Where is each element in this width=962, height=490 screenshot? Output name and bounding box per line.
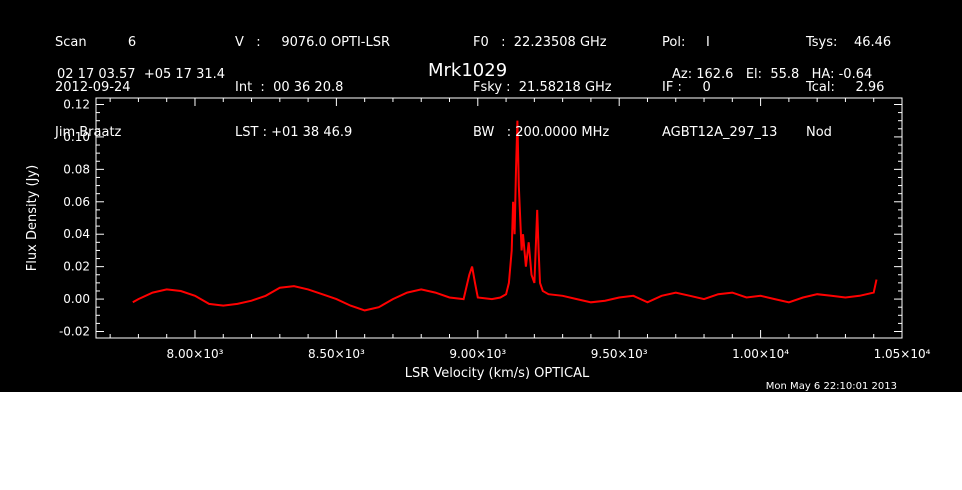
y-tick-label: 0.12	[63, 97, 90, 111]
if-number: IF : 0	[662, 80, 711, 95]
lst-value: LST : +01 38 46.9	[235, 125, 353, 140]
x-tick-label: 1.05×10⁴	[874, 347, 931, 361]
frequency-info-block: F0 : 22.23508 GHz Fsky : 21.58218 GHz BW…	[473, 5, 612, 170]
project-id: AGBT12A_297_13	[662, 125, 778, 140]
scan-number: Scan 6	[55, 35, 137, 50]
spectrum-chart: 8.00×10³ 8.50×10³ 9.00×10³ 9.50×10³ 1.00×10⁴…	[25, 97, 931, 392]
series-line	[132, 120, 878, 312]
rest-frequency: F0 : 22.23508 GHz	[473, 35, 607, 50]
x-axis-label: LSR Velocity (km/s) OPTICAL	[405, 366, 590, 381]
timestamp: Mon May 6 22:10:01 2013	[766, 381, 897, 392]
x-tick-label: 9.50×10³	[591, 347, 648, 361]
tsys-value: Tsys: 46.46	[806, 35, 892, 50]
observer-name: Jim Braatz	[55, 125, 122, 140]
x-axis-ticks: 8.00×10³ 8.50×10³ 9.00×10³ 9.50×10³ 1.00×10⁴…	[109, 98, 931, 361]
y-tick-label: 0.02	[63, 260, 90, 274]
x-tick-label: 1.00×10⁴	[732, 347, 789, 361]
spectrum-panel: 8.00×10³ 8.50×10³ 9.00×10³ 9.50×10³ 1.00×10⁴…	[0, 0, 962, 392]
y-tick-label: -0.02	[59, 325, 90, 339]
y-axis-ticks: -0.02 0.00 0.02 0.04 0.06 0.08 0.10 0.12	[59, 97, 902, 339]
x-tick-label: 8.50×10³	[308, 347, 365, 361]
y-tick-label: 0.08	[63, 162, 90, 176]
tcal-value: Tcal: 2.96	[806, 80, 885, 95]
series-group	[132, 120, 878, 312]
system-temp-block: Tsys: 46.46 Tcal: 2.96 Nod	[806, 5, 891, 170]
switching-mode: Nod	[806, 125, 832, 140]
x-tick-label: 9.00×10³	[449, 347, 506, 361]
source-name-title: Mrk1029	[428, 60, 508, 81]
az-el-ha: Az: 162.6 El: 55.8 HA: -0.64	[672, 67, 873, 82]
y-tick-label: 0.06	[63, 195, 90, 209]
sky-frequency: Fsky : 21.58218 GHz	[473, 80, 612, 95]
y-tick-label: 0.00	[63, 292, 90, 306]
y-tick-label: 0.04	[63, 227, 90, 241]
integration-time: Int : 00 36 20.8	[235, 80, 344, 95]
scan-info-block: Scan 6 2012-09-24 Jim Braatz	[55, 5, 136, 170]
polarization: Pol: I	[662, 35, 710, 50]
y-tick-label: 0.10	[63, 130, 90, 144]
observation-date: 2012-09-24	[55, 80, 131, 95]
y-axis-label: Flux Density (Jy)	[25, 165, 40, 271]
bandwidth: BW : 200.0000 MHz	[473, 125, 610, 140]
source-coordinates: 02 17 03.57 +05 17 31.4	[57, 67, 226, 82]
x-tick-label: 8.00×10³	[167, 347, 224, 361]
polarization-info-block: Pol: I IF : 0 AGBT12A_297_13	[662, 5, 777, 170]
velocity-value: V : 9076.0 OPTI-LSR	[235, 35, 391, 50]
velocity-info-block: V : 9076.0 OPTI-LSR Int : 00 36 20.8 LST…	[235, 5, 390, 170]
